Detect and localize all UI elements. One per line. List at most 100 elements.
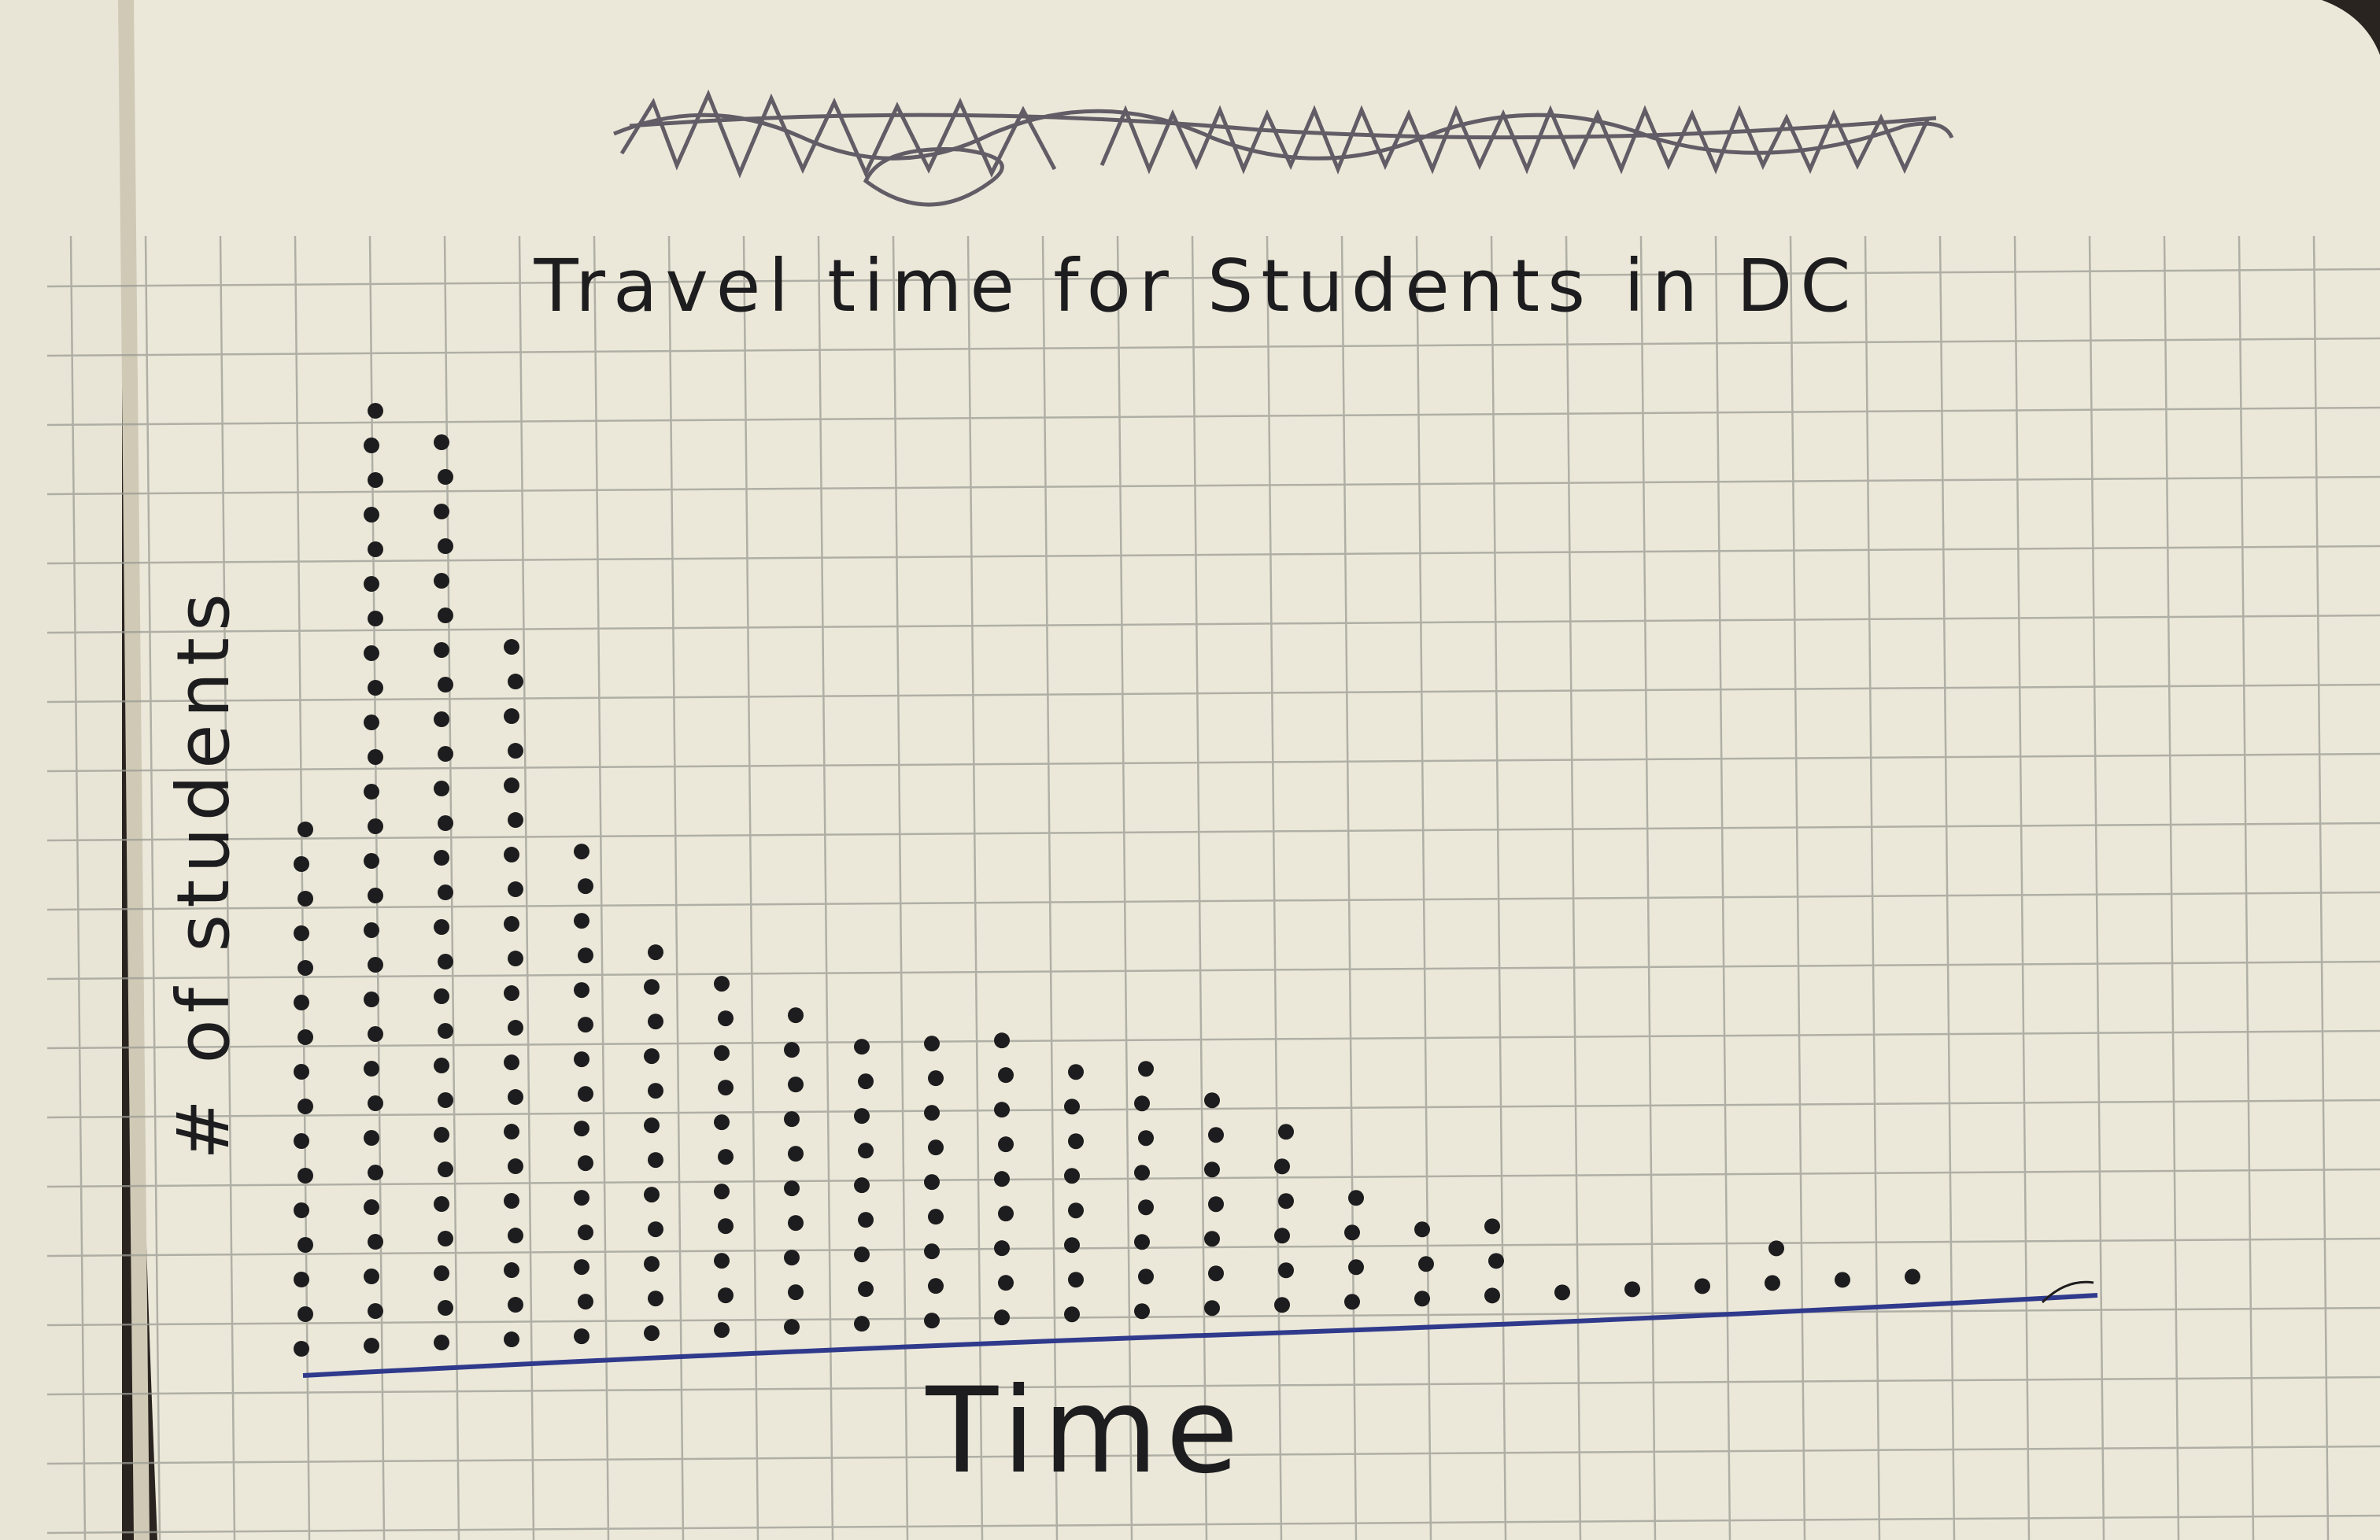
dot-mark	[714, 976, 730, 992]
dot-mark	[434, 988, 449, 1004]
dot-mark	[294, 925, 309, 941]
dot-mark	[1064, 1168, 1080, 1184]
dot-mark	[504, 1193, 519, 1209]
dot-mark	[368, 1303, 383, 1319]
dot-mark	[368, 1165, 383, 1180]
dot-mark	[1694, 1278, 1710, 1294]
dot-mark	[364, 1269, 379, 1284]
dot-mark	[438, 884, 453, 900]
dot-mark	[438, 677, 453, 692]
dot-mark	[574, 1121, 589, 1136]
dot-mark	[1134, 1234, 1150, 1250]
dot-mark	[368, 472, 383, 488]
dot-mark	[644, 1187, 660, 1202]
dot-mark	[1274, 1158, 1290, 1174]
dot-mark	[784, 1180, 800, 1196]
dot-mark	[1138, 1061, 1154, 1077]
dot-mark	[1064, 1237, 1080, 1253]
dot-mark	[438, 1231, 453, 1246]
dot-mark	[1274, 1228, 1290, 1243]
dot-mark	[928, 1278, 944, 1294]
dot-mark	[434, 1265, 449, 1281]
dot-mark	[508, 1020, 523, 1036]
dot-mark	[368, 680, 383, 696]
dot-mark	[714, 1114, 730, 1130]
dot-mark	[438, 815, 453, 831]
dot-mark	[438, 608, 453, 623]
dot-mark	[648, 1014, 663, 1029]
dot-mark	[438, 954, 453, 969]
dot-mark	[438, 746, 453, 762]
dot-mark	[504, 1331, 519, 1347]
dot-mark	[434, 434, 449, 450]
dot-mark	[504, 1124, 519, 1139]
dot-mark	[298, 822, 313, 837]
dot-mark	[1204, 1161, 1220, 1177]
dot-mark	[1348, 1190, 1364, 1206]
dot-mark	[364, 1199, 379, 1215]
chart-title: Travel time for Students in DC	[533, 244, 1858, 328]
dot-mark	[434, 573, 449, 589]
dot-mark	[998, 1206, 1014, 1221]
dot-mark	[648, 1221, 663, 1237]
dot-mark	[294, 995, 309, 1010]
dot-mark	[438, 1300, 453, 1316]
dot-mark	[504, 708, 519, 724]
dot-mark	[434, 1058, 449, 1073]
dot-mark	[294, 856, 309, 872]
dot-mark	[294, 1064, 309, 1080]
dot-mark	[574, 844, 589, 859]
dot-mark	[364, 922, 379, 938]
dot-mark	[574, 1190, 589, 1206]
dot-mark	[1278, 1124, 1294, 1139]
dot-mark	[644, 1048, 660, 1064]
dot-mark	[508, 1228, 523, 1243]
dot-mark	[438, 469, 453, 485]
dot-mark	[508, 743, 523, 759]
dot-mark	[434, 919, 449, 935]
dot-mark	[434, 850, 449, 866]
dot-mark	[1204, 1092, 1220, 1108]
dot-mark	[1138, 1130, 1154, 1146]
dot-mark	[788, 1007, 804, 1023]
dot-mark	[578, 1224, 593, 1240]
dot-mark	[368, 888, 383, 903]
dot-mark	[504, 985, 519, 1001]
dot-mark	[998, 1275, 1014, 1291]
dot-mark	[1484, 1287, 1500, 1303]
dot-mark	[578, 1155, 593, 1171]
dot-mark	[578, 1086, 593, 1102]
dot-mark	[994, 1171, 1010, 1187]
dot-mark	[298, 1237, 313, 1253]
dot-mark	[718, 1287, 734, 1303]
dot-mark	[1208, 1127, 1224, 1143]
dot-mark	[368, 403, 383, 419]
dot-mark	[368, 1095, 383, 1111]
dot-mark	[858, 1281, 874, 1297]
dot-mark	[788, 1284, 804, 1300]
dot-mark	[788, 1146, 804, 1161]
dot-mark	[364, 507, 379, 523]
dot-mark	[504, 639, 519, 655]
dot-mark	[294, 1202, 309, 1218]
dot-mark	[298, 960, 313, 976]
dot-mark	[924, 1105, 940, 1121]
dot-mark	[364, 645, 379, 661]
dot-mark	[1278, 1193, 1294, 1209]
dot-mark	[434, 781, 449, 796]
dot-mark	[1134, 1095, 1150, 1111]
dot-mark	[504, 1054, 519, 1070]
dot-mark	[368, 1026, 383, 1042]
dot-mark	[1068, 1272, 1084, 1287]
dot-mark	[438, 1161, 453, 1177]
dot-mark	[718, 1218, 734, 1234]
dot-mark	[364, 438, 379, 453]
dot-mark	[294, 1133, 309, 1149]
dot-mark	[364, 1338, 379, 1354]
dot-mark	[368, 541, 383, 557]
dot-mark	[574, 1051, 589, 1067]
dot-mark	[434, 711, 449, 727]
dot-mark	[508, 812, 523, 828]
dot-mark	[1418, 1256, 1434, 1272]
dot-mark	[1068, 1064, 1084, 1080]
